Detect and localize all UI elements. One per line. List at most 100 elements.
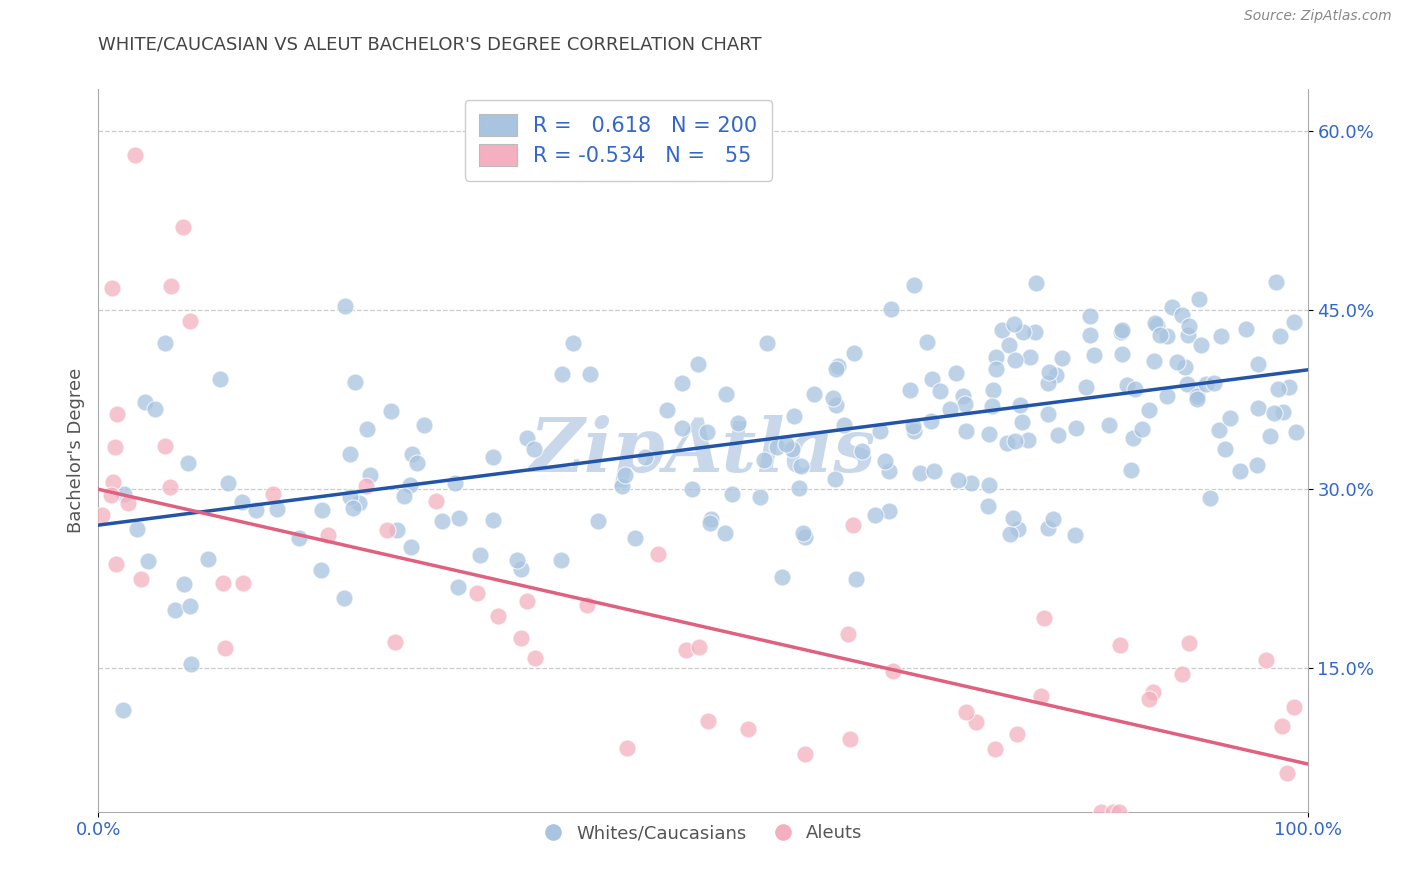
Point <box>845 572 868 586</box>
Point <box>1170 308 1192 322</box>
Point <box>342 501 364 516</box>
Point <box>749 490 772 504</box>
Point <box>1143 353 1166 368</box>
Point <box>575 599 598 613</box>
Point <box>1143 316 1166 330</box>
Point <box>737 722 759 736</box>
Point <box>1247 401 1270 415</box>
Text: ZipAtlas: ZipAtlas <box>530 414 876 487</box>
Point <box>101 281 124 295</box>
Point <box>898 383 921 397</box>
Point <box>1156 329 1178 343</box>
Point <box>129 572 152 586</box>
Point <box>986 361 1008 376</box>
Point <box>1178 318 1201 333</box>
Point <box>946 473 969 487</box>
Point <box>1247 357 1270 371</box>
Point <box>134 395 156 409</box>
Point <box>384 635 406 649</box>
Point <box>766 440 789 454</box>
Point <box>1263 406 1285 420</box>
Point <box>1119 462 1142 476</box>
Point <box>903 425 925 439</box>
Point <box>877 464 900 478</box>
Point <box>1038 376 1060 391</box>
Point <box>1116 378 1139 392</box>
Point <box>105 408 128 422</box>
Point <box>959 476 981 491</box>
Point <box>1174 359 1197 374</box>
Point <box>1271 718 1294 732</box>
Point <box>232 576 254 591</box>
Point <box>586 514 609 528</box>
Point <box>901 419 924 434</box>
Point <box>613 467 636 482</box>
Point <box>1142 685 1164 699</box>
Point <box>523 442 546 457</box>
Point <box>696 425 718 440</box>
Point <box>1229 464 1251 478</box>
Point <box>117 496 139 510</box>
Point <box>1083 348 1105 362</box>
Point <box>105 557 128 571</box>
Point <box>179 314 201 328</box>
Point <box>991 323 1014 337</box>
Point <box>432 514 454 528</box>
Point <box>316 527 339 541</box>
Point <box>510 631 533 645</box>
Point <box>1004 353 1026 368</box>
Point <box>775 437 797 451</box>
Point <box>983 742 1005 756</box>
Legend: Whites/Caucasians, Aleuts: Whites/Caucasians, Aleuts <box>537 817 869 850</box>
Point <box>610 478 633 492</box>
Point <box>470 548 492 562</box>
Point <box>446 580 468 594</box>
Point <box>696 714 718 728</box>
Point <box>339 491 361 505</box>
Point <box>1277 765 1299 780</box>
Point <box>1277 380 1299 394</box>
Point <box>1175 377 1198 392</box>
Point <box>401 541 423 555</box>
Point <box>1025 276 1047 290</box>
Point <box>1213 442 1236 456</box>
Point <box>1258 429 1281 443</box>
Point <box>794 747 817 762</box>
Point <box>699 516 721 530</box>
Point <box>1108 805 1130 819</box>
Point <box>136 554 159 568</box>
Point <box>1078 309 1101 323</box>
Point <box>197 552 219 566</box>
Point <box>550 553 572 567</box>
Point <box>955 424 977 438</box>
Point <box>401 447 423 461</box>
Point <box>1178 636 1201 650</box>
Point <box>880 301 903 316</box>
Point <box>180 657 202 671</box>
Point <box>869 424 891 438</box>
Point <box>91 508 114 523</box>
Point <box>794 530 817 544</box>
Point <box>953 397 976 411</box>
Point <box>979 478 1001 492</box>
Point <box>1160 300 1182 314</box>
Point <box>1199 491 1222 506</box>
Point <box>173 577 195 591</box>
Point <box>516 431 538 445</box>
Point <box>1064 420 1087 434</box>
Point <box>356 422 378 436</box>
Point <box>714 525 737 540</box>
Point <box>803 387 825 401</box>
Point <box>998 338 1021 352</box>
Point <box>841 518 863 533</box>
Point <box>945 366 967 380</box>
Point <box>851 443 873 458</box>
Point <box>981 384 1004 398</box>
Point <box>387 523 409 537</box>
Point <box>1024 325 1046 339</box>
Point <box>1005 727 1028 741</box>
Point <box>838 731 860 746</box>
Point <box>790 458 813 473</box>
Point <box>1033 610 1056 624</box>
Point <box>688 640 710 654</box>
